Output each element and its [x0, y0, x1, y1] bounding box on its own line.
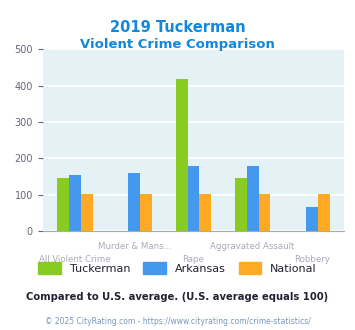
Bar	[247, 166, 258, 231]
Text: Compared to U.S. average. (U.S. average equals 100): Compared to U.S. average. (U.S. average …	[26, 292, 329, 302]
Bar	[140, 194, 152, 231]
Text: © 2025 CityRating.com - https://www.cityrating.com/crime-statistics/: © 2025 CityRating.com - https://www.city…	[45, 317, 310, 326]
Bar	[318, 194, 329, 231]
Text: Robbery: Robbery	[294, 255, 330, 264]
Text: All Violent Crime: All Violent Crime	[39, 255, 111, 264]
Bar	[200, 194, 211, 231]
Bar	[306, 208, 318, 231]
Bar	[176, 79, 187, 231]
Bar	[258, 194, 271, 231]
Bar	[58, 178, 69, 231]
Bar	[129, 173, 140, 231]
Text: Rape: Rape	[182, 255, 204, 264]
Text: 2019 Tuckerman: 2019 Tuckerman	[110, 20, 245, 35]
Text: Violent Crime Comparison: Violent Crime Comparison	[80, 38, 275, 51]
Bar	[69, 175, 81, 231]
Text: Aggravated Assault: Aggravated Assault	[211, 242, 295, 251]
Text: Murder & Mans...: Murder & Mans...	[98, 242, 171, 251]
Bar	[235, 178, 247, 231]
Bar	[187, 166, 200, 231]
Legend: Tuckerman, Arkansas, National: Tuckerman, Arkansas, National	[34, 258, 321, 278]
Bar	[81, 194, 93, 231]
